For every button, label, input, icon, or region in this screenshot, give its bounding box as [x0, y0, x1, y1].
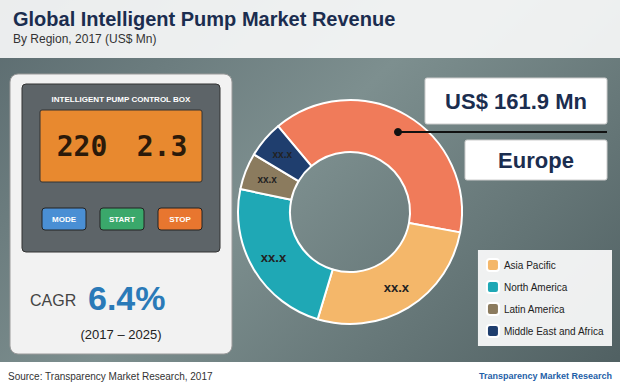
svg-text:STOP: STOP: [169, 215, 191, 224]
svg-text:INTELLIGENT PUMP CONTROL BOX: INTELLIGENT PUMP CONTROL BOX: [52, 95, 191, 104]
svg-text:Global Intelligent Pump Market: Global Intelligent Pump Market Revenue: [13, 8, 395, 30]
svg-text:Source: Transparency Market Re: Source: Transparency Market Research, 20…: [8, 371, 213, 382]
svg-text:Europe: Europe: [498, 148, 574, 173]
svg-text:220: 220: [57, 130, 108, 163]
svg-text:xx.x: xx.x: [384, 280, 410, 295]
svg-text:CAGR: CAGR: [30, 292, 76, 309]
svg-text:US$ 161.9 Mn: US$ 161.9 Mn: [445, 89, 587, 114]
svg-text:xx.x: xx.x: [257, 174, 277, 185]
svg-text:By Region, 2017 (US$ Mn): By Region, 2017 (US$ Mn): [13, 32, 156, 46]
svg-text:North America: North America: [504, 282, 568, 293]
svg-text:Transparency Market Research: Transparency Market Research: [479, 371, 612, 381]
svg-text:xx.x: xx.x: [261, 250, 287, 265]
svg-text:Asia Pacific: Asia Pacific: [504, 260, 556, 271]
svg-text:Middle East and Africa: Middle East and Africa: [504, 326, 604, 337]
svg-text:xx.x: xx.x: [273, 149, 293, 160]
svg-text:6.4%: 6.4%: [88, 279, 166, 317]
svg-text:2.3: 2.3: [137, 130, 188, 163]
svg-text:MODE: MODE: [52, 215, 77, 224]
svg-text:START: START: [109, 215, 135, 224]
svg-text:(2017 – 2025): (2017 – 2025): [81, 327, 162, 342]
svg-text:Latin America: Latin America: [504, 304, 565, 315]
